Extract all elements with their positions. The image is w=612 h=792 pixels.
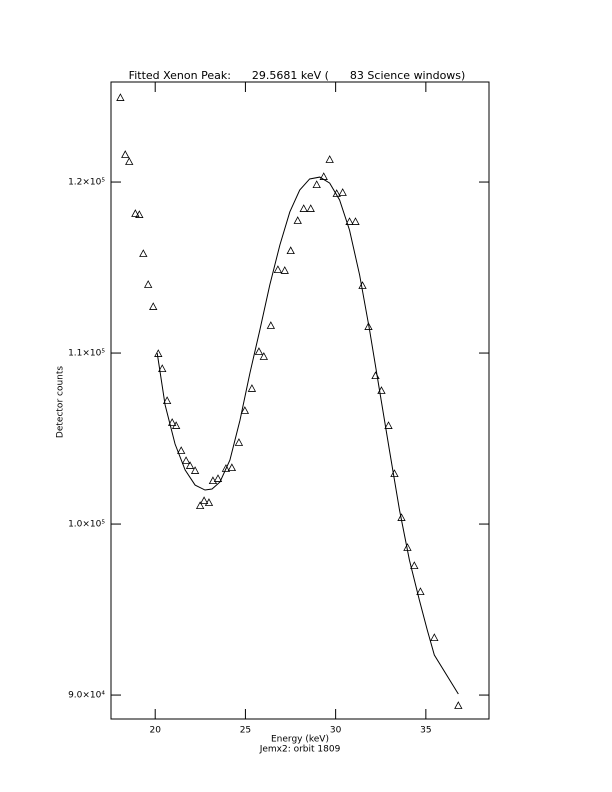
data-point xyxy=(430,633,439,642)
data-point xyxy=(299,204,308,212)
data-point xyxy=(345,217,354,225)
data-point xyxy=(312,180,321,189)
data-point xyxy=(266,321,276,329)
data-point xyxy=(254,347,264,355)
data-point xyxy=(195,501,205,509)
data-point xyxy=(213,474,223,482)
data-point xyxy=(121,150,130,158)
data-point xyxy=(158,364,167,373)
plot-frame xyxy=(110,81,490,720)
data-point xyxy=(410,561,419,570)
data-point xyxy=(240,406,250,414)
data-point xyxy=(131,209,140,217)
data-point xyxy=(234,438,244,446)
x-axis-label: Energy (keV) xyxy=(271,735,329,745)
data-point xyxy=(143,280,153,288)
data-point xyxy=(325,155,334,163)
data-point xyxy=(149,302,158,310)
data-point xyxy=(125,157,134,165)
data-point xyxy=(280,266,289,274)
y-tick-label: 9.0×10⁴ xyxy=(68,691,105,701)
data-point xyxy=(185,461,195,469)
data-point xyxy=(338,188,347,196)
data-point xyxy=(390,469,399,478)
subtitle: Jemx2: orbit 1809 xyxy=(259,745,341,755)
data-point xyxy=(204,498,214,506)
x-tick-label: 20 xyxy=(149,726,161,736)
data-point xyxy=(384,421,393,429)
data-point xyxy=(171,421,181,429)
data-point xyxy=(199,496,209,505)
data-point xyxy=(154,349,163,357)
data-point xyxy=(364,322,373,330)
data-point xyxy=(416,587,425,596)
data-point xyxy=(351,217,360,225)
x-tick-label: 30 xyxy=(330,726,342,736)
data-point xyxy=(332,189,341,197)
chart-title: Fitted Xenon Peak: 29.5681 keV ( 83 Scie… xyxy=(129,69,466,82)
y-tick-label: 1.0×10⁵ xyxy=(68,520,105,530)
data-point xyxy=(139,249,148,257)
data-point xyxy=(306,204,315,212)
x-tick-label: 35 xyxy=(420,726,431,736)
data-point xyxy=(162,396,172,404)
data-point xyxy=(293,216,302,224)
data-point xyxy=(454,701,463,709)
y-axis-label: Detector counts xyxy=(56,366,66,438)
data-point xyxy=(135,210,144,218)
data-point xyxy=(247,384,257,392)
data-point xyxy=(167,418,177,426)
data-point xyxy=(273,265,283,274)
data-point xyxy=(190,466,200,474)
data-point xyxy=(286,246,295,255)
data-point xyxy=(221,464,231,472)
data-point xyxy=(259,352,268,360)
data-point xyxy=(181,456,191,465)
fit-line xyxy=(156,176,459,695)
y-tick-label: 1.2×10⁵ xyxy=(68,178,105,188)
y-tick-label: 1.1×10⁵ xyxy=(68,349,105,359)
data-point xyxy=(227,463,237,472)
x-tick-label: 25 xyxy=(240,726,251,736)
data-point xyxy=(116,93,125,101)
data-point xyxy=(177,446,186,454)
